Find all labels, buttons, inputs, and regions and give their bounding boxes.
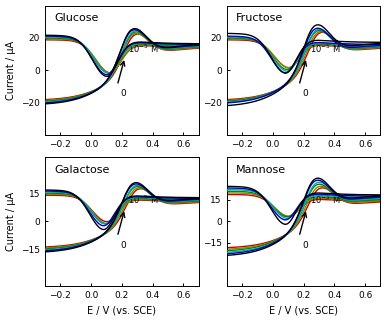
Y-axis label: Current / μA: Current / μA	[6, 40, 16, 100]
Text: Glucose: Glucose	[54, 13, 98, 23]
Text: 0: 0	[120, 90, 126, 99]
Text: 0: 0	[302, 90, 308, 99]
X-axis label: E / V (vs. SCE): E / V (vs. SCE)	[269, 306, 338, 316]
Text: Fructose: Fructose	[236, 13, 283, 23]
X-axis label: E / V (vs. SCE): E / V (vs. SCE)	[87, 306, 156, 316]
Text: $10^{-5}$ M: $10^{-5}$ M	[310, 42, 340, 55]
Text: $10^{-5}$ M: $10^{-5}$ M	[310, 194, 340, 206]
Text: Galactose: Galactose	[54, 165, 110, 175]
Text: 0: 0	[302, 241, 308, 250]
Text: $10^{-5}$ M: $10^{-5}$ M	[128, 194, 159, 206]
Y-axis label: Current / μA: Current / μA	[5, 192, 15, 251]
Text: Mannose: Mannose	[236, 165, 286, 175]
Text: $10^{-5}$ M: $10^{-5}$ M	[128, 42, 159, 55]
Text: 0: 0	[120, 241, 126, 250]
